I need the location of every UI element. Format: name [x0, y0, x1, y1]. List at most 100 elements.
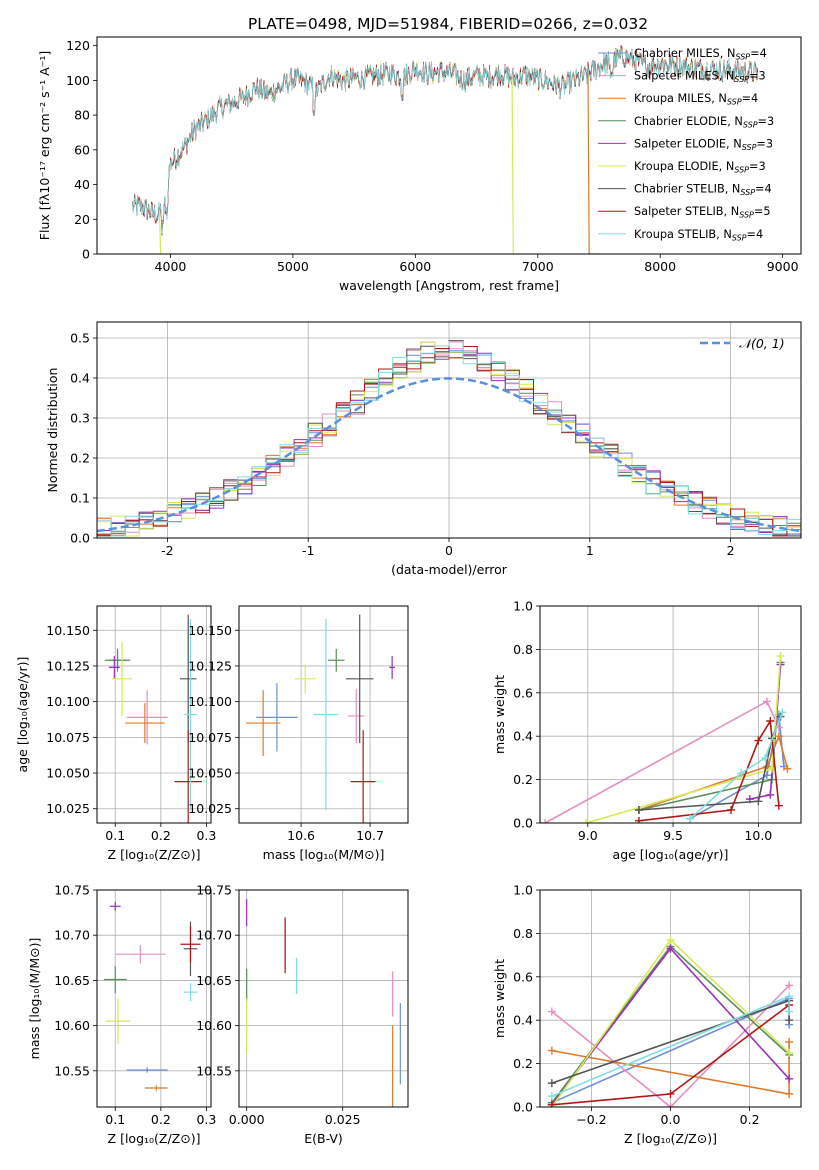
weight-marker-4-1	[666, 944, 675, 953]
weight-marker-5-1	[666, 935, 675, 944]
weight-marker-7-2	[754, 736, 763, 745]
weight-marker-8-1	[737, 769, 746, 778]
weight-line-5	[585, 655, 782, 823]
y-tick-label: 1.0	[513, 883, 533, 898]
plot-area	[104, 614, 202, 823]
weight-marker-2-2	[774, 732, 783, 741]
y-tick-label: 10.050	[46, 766, 90, 781]
y-tick-label: 10.100	[188, 694, 232, 709]
panel-age-vs-Z: 0.1 0.2 0.3 10.025 10.050 10.075 10.100 10.125 1…	[15, 605, 216, 862]
weight-marker-2-0	[547, 1046, 556, 1055]
legend-label-0: Chabrier MILES, NSSP=4	[634, 47, 767, 62]
y-tick-label: 0.4	[513, 729, 533, 744]
weight-marker-7-4	[774, 801, 783, 810]
axes-frame	[539, 605, 802, 824]
axes-frame	[96, 605, 212, 824]
x-axis-label: (data-model)/error	[391, 562, 508, 577]
legend-label-8: Kroupa STELIB, NSSP=4	[634, 228, 763, 243]
y-tick-label: 0.8	[513, 642, 533, 657]
x-tick-label: 10.0	[744, 828, 772, 843]
weight-marker-2-1	[785, 1089, 794, 1098]
x-axis-label: Z [log₁₀(Z/Z⊙)]	[108, 1131, 201, 1146]
y-tick-label: 0.4	[70, 371, 90, 386]
panel-age-vs-mass: 10.6 10.7 10.025 10.050 10.075 10.100 10.125 10…	[188, 605, 409, 862]
y-tick-label: 0.0	[513, 1100, 533, 1115]
axes-frame	[238, 889, 409, 1108]
y-tick-label: 10.70	[54, 928, 90, 943]
y-tick-label: 0.5	[70, 331, 90, 346]
weight-marker-8-2	[761, 753, 770, 762]
y-tick-label: 10.025	[188, 801, 232, 816]
y-tick-label: 20	[74, 212, 90, 227]
x-tick-label: -1	[302, 543, 314, 558]
y-axis-label: mass weight	[492, 959, 507, 1038]
x-tick-label: 1	[586, 543, 594, 558]
y-tick-label: 0.8	[513, 926, 533, 941]
x-axis-label: E(B-V)	[304, 1131, 343, 1146]
weight-marker-1-0	[541, 819, 550, 823]
spectrum-legend: Chabrier MILES, NSSP=4 Salpeter MILES, NS…	[598, 47, 774, 242]
weight-marker-1-1	[762, 697, 771, 706]
x-tick-label: 9.5	[663, 828, 683, 843]
x-tick-label: 0.025	[325, 1112, 361, 1127]
weight-marker-6-0	[634, 805, 643, 814]
x-tick-label: 9.0	[578, 828, 598, 843]
y-axis-label: age [log₁₀(age/yr)]	[15, 657, 30, 773]
weight-line-6	[638, 716, 782, 811]
y-axis-label: mass weight	[492, 675, 507, 754]
weight-marker-7-1	[666, 1089, 675, 1098]
y-tick-label: 0.3	[70, 411, 90, 426]
y-tick-label: 10.65	[54, 973, 90, 988]
weight-marker-8-0	[686, 814, 695, 823]
x-tick-label: 5000	[277, 259, 309, 274]
x-tick-label: −0.2	[576, 1112, 606, 1127]
y-tick-label: 40	[74, 177, 90, 192]
y-tick-label: 10.025	[46, 801, 90, 816]
y-tick-label: 10.75	[196, 883, 232, 898]
x-tick-label: 0.2	[151, 828, 171, 843]
legend-label-2: Kroupa MILES, NSSP=4	[634, 92, 758, 107]
weight-line-1	[551, 984, 790, 1107]
x-tick-label: 0.1	[105, 828, 125, 843]
weight-marker-7-0	[547, 1100, 556, 1107]
x-tick-label: 2	[727, 543, 735, 558]
panel-mass-weight-vs-Z: −0.2 0.0 0.2 0.0 0.2 0.4 0.6 0.8 1.0 Z [log₁₀(Z/Z…	[492, 883, 802, 1146]
axes-frame	[238, 605, 409, 824]
weight-marker-7-1	[727, 805, 736, 814]
y-tick-label: 10.65	[196, 973, 232, 988]
y-tick-label: 0.2	[513, 772, 533, 787]
y-tick-label: 10.150	[46, 623, 90, 638]
axes-frame	[96, 36, 802, 255]
weight-marker-7-3	[766, 717, 775, 726]
panel-mass-vs-EBV: 0.000 0.025 10.55 10.60 10.65 10.70 10.75 E(B-V…	[196, 883, 409, 1146]
y-tick-label: 10.125	[46, 658, 90, 673]
x-tick-label: 0.1	[105, 1112, 125, 1127]
y-tick-label: 0.2	[70, 451, 90, 466]
weight-marker-6-0	[547, 1079, 556, 1088]
y-tick-label: 120	[66, 38, 90, 53]
y-tick-label: 80	[74, 108, 90, 123]
spectrum-masked-drop-0	[158, 210, 164, 254]
legend-label-1: Salpeter MILES, NSSP=3	[634, 70, 766, 85]
y-axis-label: Flux [fλ10⁻¹⁷ erg cm⁻² s⁻¹ A⁻¹]	[37, 51, 52, 240]
weight-marker-4-2	[785, 1074, 794, 1083]
plot-area	[245, 614, 395, 823]
x-axis-label: mass [log₁₀(M/M⊙)]	[263, 847, 385, 862]
x-tick-label: 6000	[399, 259, 431, 274]
panel-residuals: 𝒩(0, 1) -2 -1 0 1 2 0.0 0.1 0.2 0.3 0.4 0.5 (data-mo…	[45, 321, 802, 577]
y-tick-label: 10.55	[54, 1063, 90, 1078]
legend-label-4: Salpeter ELODIE, NSSP=3	[634, 137, 773, 152]
x-tick-label: 0.2	[740, 1112, 760, 1127]
figure-title: PLATE=0498, MJD=51984, FIBERID=0266, z=0…	[248, 15, 648, 33]
x-axis-label: wavelength [Angstrom, rest frame]	[339, 278, 559, 293]
y-axis-label: mass [log₁₀(M/M⊙)]	[27, 938, 42, 1060]
y-tick-label: 10.075	[46, 730, 90, 745]
legend-normal-label: 𝒩(0, 1)	[739, 336, 785, 351]
y-tick-label: 10.70	[196, 928, 232, 943]
y-tick-label: 10.55	[196, 1063, 232, 1078]
histogram-4	[97, 352, 801, 537]
legend-label-5: Kroupa ELODIE, NSSP=3	[634, 160, 766, 175]
x-tick-label: 9000	[767, 259, 799, 274]
panel-spectrum: Chabrier MILES, NSSP=4 Salpeter MILES, NS…	[37, 36, 802, 293]
weight-marker-5-2	[785, 1048, 794, 1057]
